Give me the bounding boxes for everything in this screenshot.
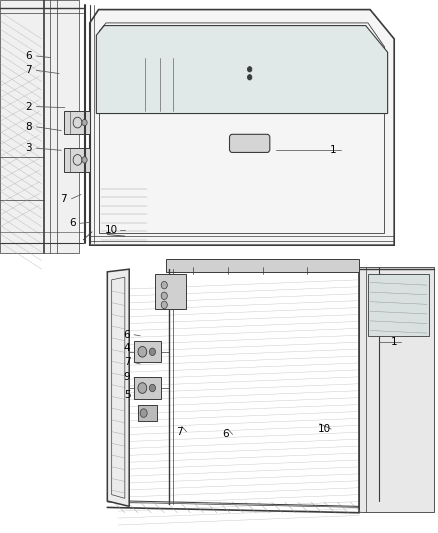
Text: 6: 6: [69, 219, 76, 228]
Text: 9: 9: [124, 373, 131, 382]
Circle shape: [247, 67, 252, 72]
Text: 7: 7: [25, 66, 32, 75]
Text: 6: 6: [25, 51, 32, 61]
Text: 2: 2: [25, 102, 32, 111]
Text: 3: 3: [25, 143, 32, 153]
Text: 8: 8: [25, 122, 32, 132]
Polygon shape: [359, 266, 434, 512]
Circle shape: [82, 157, 87, 163]
Circle shape: [149, 348, 155, 356]
Circle shape: [82, 119, 87, 126]
Circle shape: [161, 281, 167, 289]
Bar: [368, 274, 429, 336]
Text: 10: 10: [318, 424, 331, 434]
Circle shape: [149, 384, 155, 392]
Text: 7: 7: [176, 427, 183, 437]
Text: 1: 1: [329, 146, 336, 155]
Polygon shape: [107, 269, 129, 506]
FancyBboxPatch shape: [230, 134, 270, 152]
Text: 7: 7: [60, 194, 67, 204]
Polygon shape: [64, 148, 90, 172]
Circle shape: [138, 383, 147, 393]
Text: 6: 6: [222, 430, 229, 439]
Polygon shape: [0, 0, 79, 253]
Polygon shape: [134, 341, 161, 362]
Bar: [166, 259, 359, 272]
Circle shape: [161, 301, 167, 309]
Text: 1: 1: [391, 337, 398, 347]
Polygon shape: [134, 377, 161, 399]
Polygon shape: [64, 111, 90, 134]
Circle shape: [247, 75, 252, 80]
Text: 6: 6: [124, 330, 131, 340]
Text: 7: 7: [124, 358, 131, 367]
Text: 5: 5: [124, 391, 131, 400]
Polygon shape: [138, 405, 157, 421]
Bar: [155, 274, 186, 309]
Text: 10: 10: [105, 225, 118, 235]
Circle shape: [140, 409, 147, 417]
Circle shape: [161, 292, 167, 300]
Circle shape: [138, 346, 147, 357]
Text: 4: 4: [124, 343, 131, 353]
Polygon shape: [96, 26, 388, 114]
Polygon shape: [90, 10, 394, 245]
